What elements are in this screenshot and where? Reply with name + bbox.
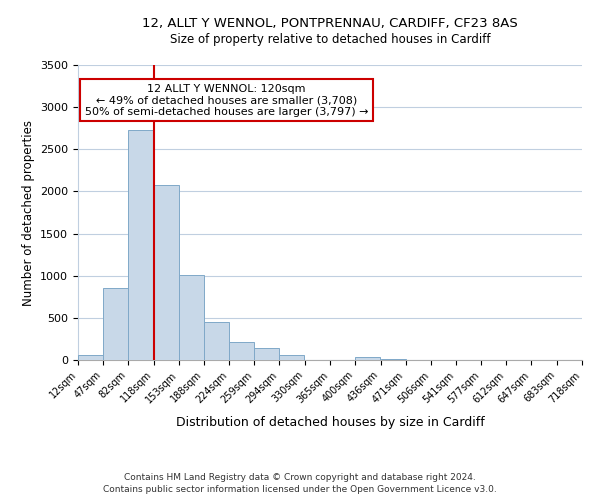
- Text: Contains public sector information licensed under the Open Government Licence v3: Contains public sector information licen…: [103, 485, 497, 494]
- Bar: [128, 130, 153, 360]
- Bar: [380, 358, 406, 360]
- Bar: [203, 322, 229, 360]
- Text: Contains HM Land Registry data © Crown copyright and database right 2024.: Contains HM Land Registry data © Crown c…: [124, 472, 476, 482]
- X-axis label: Distribution of detached houses by size in Cardiff: Distribution of detached houses by size …: [176, 416, 484, 429]
- Text: 12, ALLT Y WENNOL, PONTPRENNAU, CARDIFF, CF23 8AS: 12, ALLT Y WENNOL, PONTPRENNAU, CARDIFF,…: [142, 18, 518, 30]
- Bar: [154, 184, 179, 360]
- Bar: [355, 356, 380, 360]
- Text: Size of property relative to detached houses in Cardiff: Size of property relative to detached ho…: [170, 32, 490, 46]
- Text: 12 ALLT Y WENNOL: 120sqm
← 49% of detached houses are smaller (3,708)
50% of sem: 12 ALLT Y WENNOL: 120sqm ← 49% of detach…: [85, 84, 368, 116]
- Bar: [179, 275, 203, 360]
- Bar: [78, 356, 103, 360]
- Bar: [280, 356, 304, 360]
- Bar: [254, 348, 280, 360]
- Bar: [229, 342, 254, 360]
- Y-axis label: Number of detached properties: Number of detached properties: [22, 120, 35, 306]
- Bar: [103, 288, 128, 360]
